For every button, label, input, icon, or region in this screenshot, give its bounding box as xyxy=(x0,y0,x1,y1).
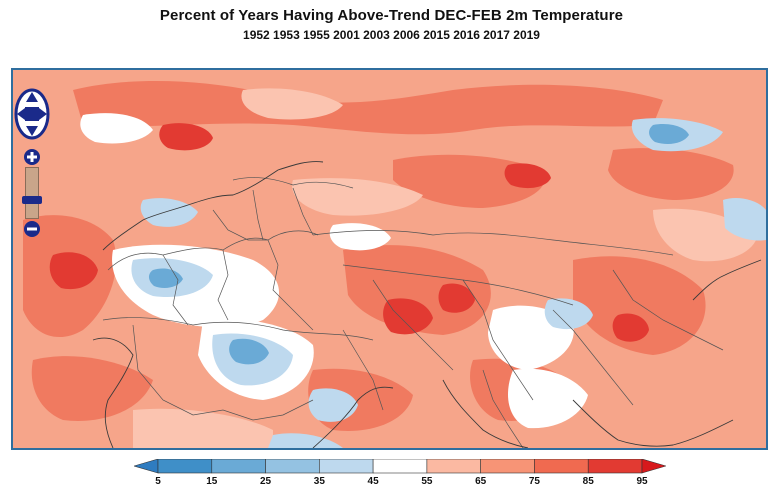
high-percent-regions xyxy=(23,80,734,431)
map-navigation-control xyxy=(14,88,50,248)
colorbar-tick-label: 85 xyxy=(582,476,594,487)
colorbar-scale xyxy=(132,458,668,474)
pan-arrows-icon[interactable] xyxy=(14,88,50,140)
colorbar-tick-label: 65 xyxy=(475,476,487,487)
colorbar-segment xyxy=(534,458,589,474)
colorbar-segment xyxy=(372,458,428,474)
very-high-percent-regions xyxy=(49,123,649,342)
colorbar-tick-label: 35 xyxy=(313,476,325,487)
colorbar-high-arrow xyxy=(641,458,668,474)
colorbar-segment xyxy=(587,458,643,474)
colorbar-legend: 5 15 25 35 45 55 65 75 85 95 xyxy=(132,458,668,489)
country-borders xyxy=(102,177,724,448)
colorbar-segment xyxy=(265,458,320,474)
colorbar-tick-label: 55 xyxy=(421,476,433,487)
zoom-slider-handle[interactable] xyxy=(22,196,42,204)
lowest-percent-regions xyxy=(148,124,689,365)
colorbar-tick-label: 45 xyxy=(367,476,379,487)
colorbar-segment xyxy=(157,458,213,474)
colorbar-tick-label: 25 xyxy=(259,476,272,487)
colorbar-segment xyxy=(426,458,481,474)
colorbar-tick-label: 15 xyxy=(206,476,218,487)
colorbar-tick-label: 5 xyxy=(155,476,161,487)
colorbar-segment xyxy=(319,458,374,474)
colorbar-segment xyxy=(480,458,535,474)
map-title: Percent of Years Having Above-Trend DEC-… xyxy=(159,7,624,24)
plus-icon[interactable] xyxy=(23,148,41,166)
minus-icon[interactable] xyxy=(23,220,41,238)
map-subtitle: 1952 1953 1955 2001 2003 2006 2015 2016 … xyxy=(243,28,540,42)
temperature-anomaly-map xyxy=(13,70,766,448)
colorbar-tick-label: 95 xyxy=(636,476,648,487)
coastlines xyxy=(92,161,762,448)
map-viewport[interactable] xyxy=(11,68,768,450)
colorbar-low-arrow xyxy=(132,458,159,474)
colorbar-segment xyxy=(211,458,266,474)
zoom-slider-track[interactable] xyxy=(25,167,39,219)
colorbar-tick-label: 75 xyxy=(528,476,540,487)
